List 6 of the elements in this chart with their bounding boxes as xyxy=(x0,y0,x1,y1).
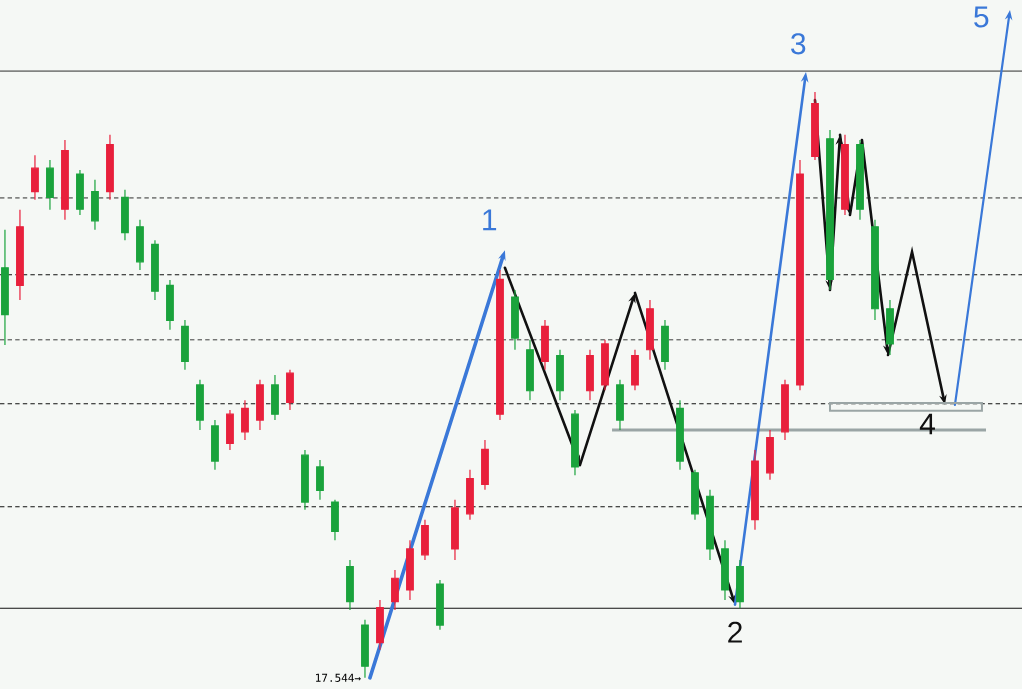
text: 3 xyxy=(791,33,806,55)
annotation: 1 xyxy=(483,209,497,231)
annotation: 17.544→ xyxy=(316,673,361,682)
text: 5 xyxy=(974,6,989,28)
text: 4 xyxy=(919,413,935,435)
annotation: 2 xyxy=(728,621,742,643)
